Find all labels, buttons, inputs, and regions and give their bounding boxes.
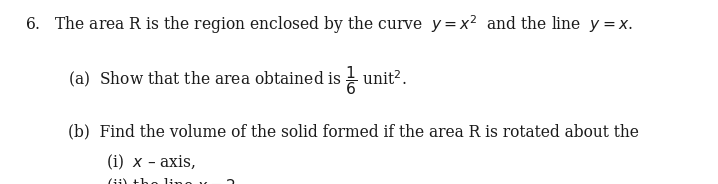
Text: (i)  $x$ – axis,: (i) $x$ – axis,	[106, 153, 196, 172]
Text: (ii) the line $x = 2$: (ii) the line $x = 2$	[106, 177, 236, 184]
Text: (a)  Show that the area obtained is $\dfrac{1}{6}$ unit$^2$.: (a) Show that the area obtained is $\dfr…	[68, 64, 407, 97]
Text: 6.   The area R is the region enclosed by the curve  $y = x^2$  and the line  $y: 6. The area R is the region enclosed by …	[25, 13, 633, 36]
Text: (b)  Find the volume of the solid formed if the area R is rotated about the: (b) Find the volume of the solid formed …	[68, 123, 639, 140]
